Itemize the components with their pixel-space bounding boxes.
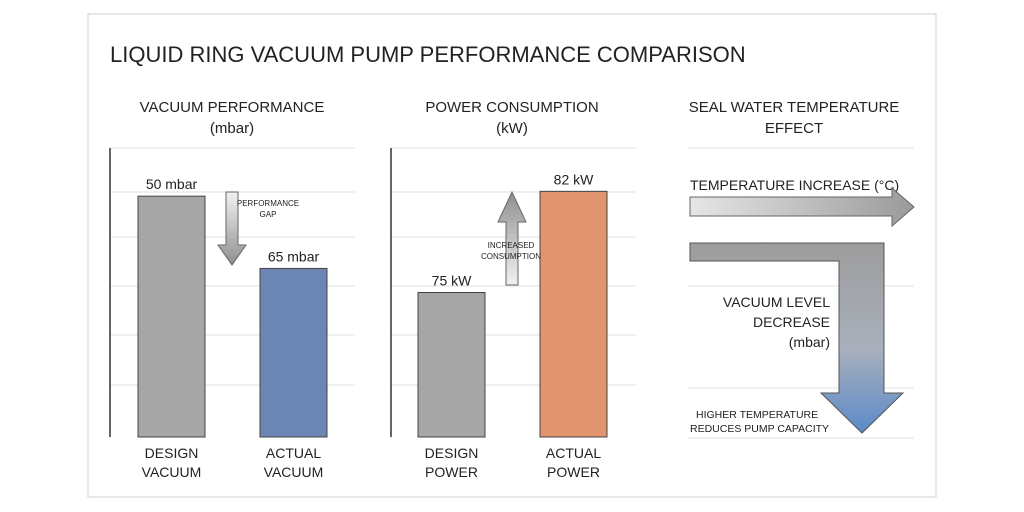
data-label: 65 mbar: [268, 248, 320, 264]
temperature-increase-arrow-icon: [689, 186, 915, 228]
seal-title-line-2: EFFECT: [765, 120, 823, 137]
category-label: VACUUM: [264, 464, 324, 480]
bar-1: [417, 292, 486, 438]
annotation: INCREASED: [488, 241, 535, 250]
annotation: CONSUMPTION: [481, 252, 541, 261]
annotation: GAP: [260, 210, 277, 219]
chart-title: VACUUM PERFORMANCE: [140, 99, 325, 116]
vacuum-label-line-1: VACUUM LEVEL: [723, 294, 830, 310]
data-label: 50 mbar: [146, 176, 198, 192]
data-label: 82 kW: [554, 171, 594, 187]
category-label: VACUUM: [142, 464, 202, 480]
increased-consumption-arrow-icon: [497, 190, 527, 286]
performance-gap-arrow-icon: [217, 191, 247, 266]
category-label: POWER: [547, 464, 600, 480]
bar-1: [137, 195, 206, 438]
category-label: DESIGN: [145, 445, 199, 461]
vacuum-label-line-3: (mbar): [789, 334, 830, 350]
bar-2: [539, 190, 608, 438]
category-label: DESIGN: [425, 445, 479, 461]
bar-2: [259, 267, 328, 438]
chart-title: POWER CONSUMPTION: [425, 99, 598, 116]
chart-panel-2: POWER CONSUMPTION (kW) 75 kW DESIGN POWER 82 …: [390, 99, 636, 480]
seal-water-panel: SEAL WATER TEMPERATURE EFFECT TEMPERATUR…: [688, 99, 915, 439]
chart-subtitle: (mbar): [210, 120, 254, 137]
annotation: PERFORMANCE: [237, 199, 299, 208]
note-line-1: HIGHER TEMPERATURE: [696, 409, 818, 421]
vacuum-decrease-arrow-icon: [689, 242, 905, 434]
main-title: LIQUID RING VACUUM PUMP PERFORMANCE COMP…: [110, 42, 746, 67]
temperature-arrow-label: TEMPERATURE INCREASE (°C): [690, 177, 899, 193]
chart-panel-1: VACUUM PERFORMANCE (mbar) 50 mbar DESIGN VAC…: [109, 99, 355, 480]
category-label: ACTUAL: [266, 445, 321, 461]
seal-title-line-1: SEAL WATER TEMPERATURE: [689, 99, 900, 116]
category-label: POWER: [425, 464, 478, 480]
category-label: ACTUAL: [546, 445, 601, 461]
vacuum-label-line-2: DECREASE: [753, 314, 830, 330]
chart-subtitle: (kW): [496, 120, 528, 137]
note-line-2: REDUCES PUMP CAPACITY: [690, 423, 829, 435]
data-label: 75 kW: [432, 273, 472, 289]
